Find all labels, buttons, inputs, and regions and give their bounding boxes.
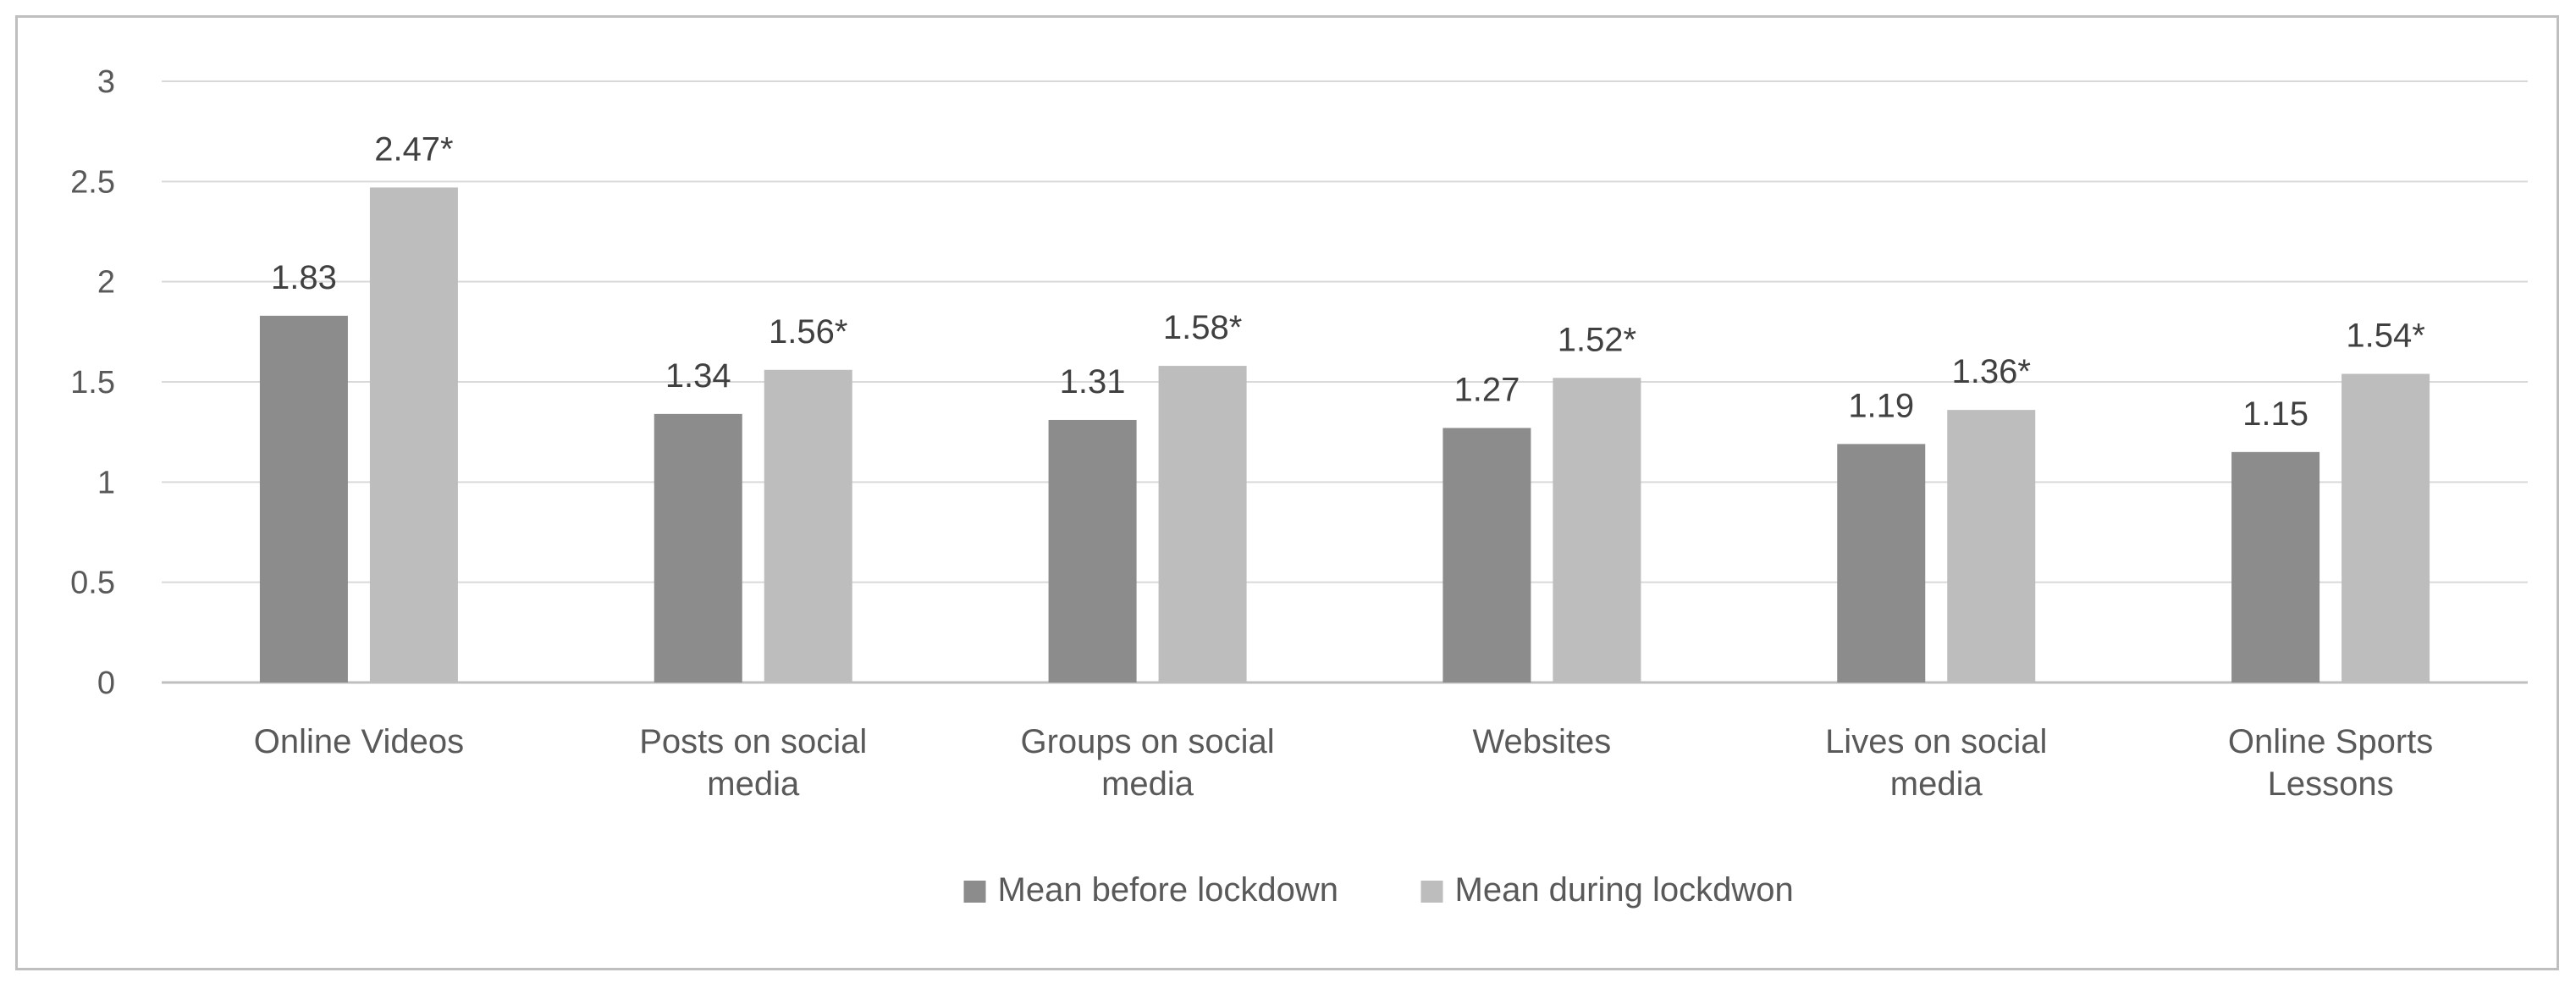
data-label: 1.83 xyxy=(271,259,337,296)
y-tick-label: 1.5 xyxy=(70,365,115,401)
data-label: 2.47* xyxy=(374,130,453,168)
y-tick-label: 3 xyxy=(97,64,115,100)
data-label: 1.31 xyxy=(1060,363,1126,401)
legend-label: Mean before lockdown xyxy=(998,871,1338,909)
legend-swatch xyxy=(1420,881,1443,903)
category-label: Websites xyxy=(1473,723,1612,760)
y-tick-label: 0.5 xyxy=(70,566,115,601)
bar xyxy=(1442,428,1531,682)
bar xyxy=(1553,378,1641,682)
category-label: Online Videos xyxy=(254,723,464,760)
bar xyxy=(1158,366,1247,682)
bar xyxy=(369,187,458,682)
y-tick-label: 1 xyxy=(97,465,115,500)
gridlines xyxy=(162,80,2528,684)
legend-item: Mean before lockdown xyxy=(963,871,1338,909)
legend-label: Mean during lockdwon xyxy=(1455,871,1794,909)
chart-frame: 0 0.5 1 1.5 2 2.5 3 1.83 2.47* 1.34 1.56* 1.31 1.58… xyxy=(15,15,2559,970)
bar xyxy=(1837,444,1926,682)
category-label: Groups on social media xyxy=(1021,723,1275,803)
data-label: 1.19 xyxy=(1848,387,1914,424)
bar xyxy=(2342,373,2430,682)
data-label: 1.58* xyxy=(1163,309,1242,346)
category-label: Posts on social media xyxy=(639,723,867,803)
data-labels: 1.83 2.47* 1.34 1.56* 1.31 1.58* 1.27 1.52* 1.19… xyxy=(271,130,2425,432)
bar xyxy=(764,369,852,682)
data-label: 1.56* xyxy=(769,313,847,351)
data-label: 1.34 xyxy=(665,357,731,395)
bar xyxy=(1947,410,2036,682)
legend-item: Mean during lockdwon xyxy=(1420,871,1794,909)
bar xyxy=(1048,419,1137,682)
y-tick-label: 0 xyxy=(97,666,115,701)
bars xyxy=(259,187,2430,682)
data-label: 1.27 xyxy=(1453,371,1520,408)
data-label: 1.36* xyxy=(1952,353,2031,390)
category-label: Online Sports Lessons xyxy=(2228,723,2433,803)
y-tick-label: 2 xyxy=(97,265,115,301)
x-axis-categories: Online Videos Posts on social media Groups … xyxy=(254,723,2434,803)
data-label: 1.15 xyxy=(2242,395,2308,433)
data-label: 1.52* xyxy=(1558,321,1636,358)
bar xyxy=(654,413,742,682)
legend-swatch xyxy=(963,881,986,903)
y-tick-label: 2.5 xyxy=(70,164,115,200)
bar xyxy=(259,315,348,682)
data-label: 1.54* xyxy=(2346,318,2424,355)
category-label: Lives on social media xyxy=(1825,723,2047,803)
y-axis-ticks: 0 0.5 1 1.5 2 2.5 3 xyxy=(70,64,115,701)
legend: Mean before lockdown Mean during lockdwon xyxy=(963,871,1794,909)
bar xyxy=(2231,451,2320,682)
bar-chart: 0 0.5 1 1.5 2 2.5 3 1.83 2.47* 1.34 1.56* 1.31 1.58… xyxy=(70,64,2528,909)
